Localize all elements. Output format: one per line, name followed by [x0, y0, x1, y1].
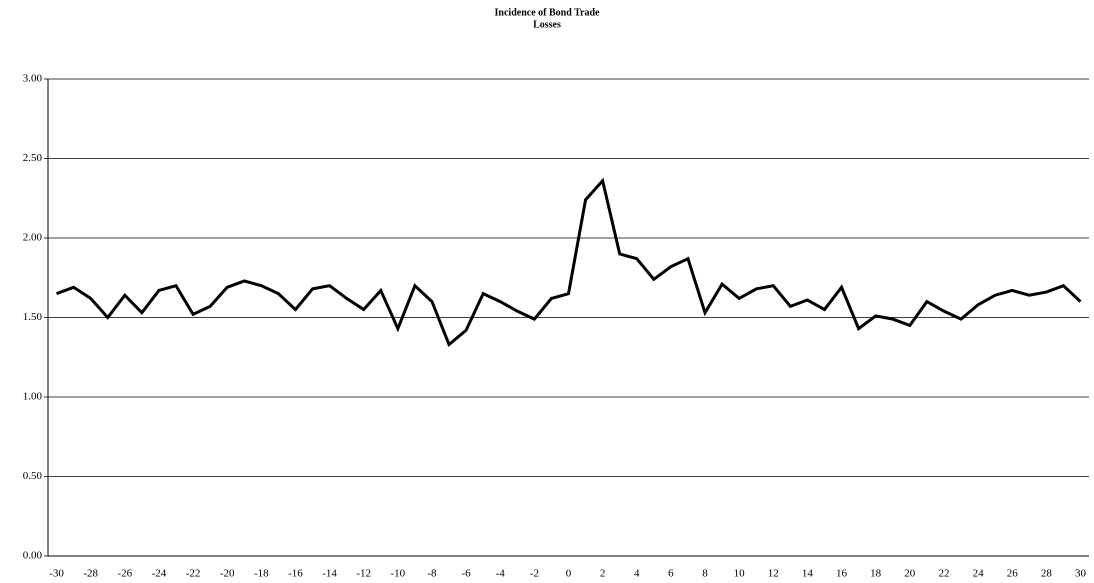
x-tick-label: -6	[462, 568, 472, 580]
x-tick-label: -20	[220, 568, 235, 580]
y-tick-label: 2.50	[23, 152, 43, 164]
x-tick-label: 4	[634, 568, 640, 580]
x-tick-label: 30	[1075, 568, 1087, 580]
chart-title: Losses	[533, 19, 561, 30]
x-tick-label: -8	[427, 568, 437, 580]
x-tick-label: 18	[870, 568, 882, 580]
x-tick-label: 12	[768, 568, 779, 580]
y-tick-label: 3.00	[23, 73, 43, 85]
x-tick-label: -26	[117, 568, 132, 580]
x-tick-label: -16	[288, 568, 303, 580]
x-tick-label: -18	[254, 568, 269, 580]
x-tick-label: -14	[322, 568, 337, 580]
x-tick-label: -30	[49, 568, 64, 580]
y-tick-label: 0.50	[23, 470, 43, 482]
x-tick-label: 14	[802, 568, 814, 580]
x-tick-label: -12	[356, 568, 371, 580]
y-tick-label: 0.00	[23, 550, 43, 562]
x-tick-label: 6	[668, 568, 674, 580]
x-tick-label: 16	[836, 568, 848, 580]
x-tick-label: -4	[496, 568, 506, 580]
y-tick-label: 1.50	[23, 311, 43, 323]
x-tick-label: -2	[530, 568, 539, 580]
x-tick-label: -10	[391, 568, 406, 580]
x-tick-label: 28	[1041, 568, 1053, 580]
x-tick-label: 10	[734, 568, 746, 580]
x-tick-label: 24	[973, 568, 985, 580]
y-tick-label: 2.00	[23, 232, 43, 244]
x-tick-label: 26	[1007, 568, 1019, 580]
y-tick-label: 1.00	[23, 391, 43, 403]
x-tick-label: 8	[702, 568, 708, 580]
x-tick-label: 20	[904, 568, 916, 580]
x-tick-label: 2	[600, 568, 606, 580]
x-tick-label: -22	[186, 568, 201, 580]
x-tick-label: -28	[83, 568, 98, 580]
x-tick-label: -24	[152, 568, 167, 580]
x-tick-label: 0	[566, 568, 572, 580]
data-line	[56, 177, 1082, 348]
x-tick-label: 22	[938, 568, 949, 580]
chart-title: Incidence of Bond Trade	[495, 7, 600, 18]
